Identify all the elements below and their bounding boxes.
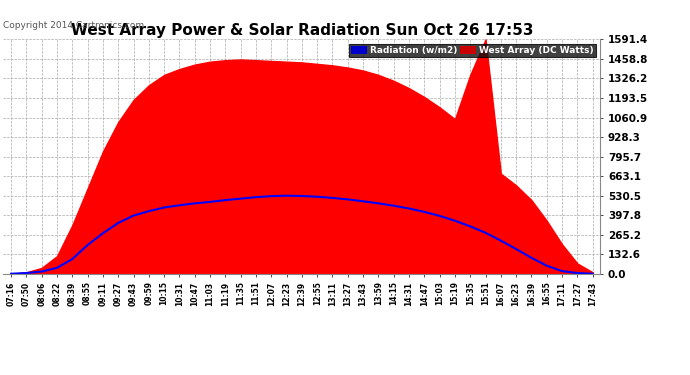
Text: Copyright 2014 Cartronics.com: Copyright 2014 Cartronics.com (3, 21, 145, 30)
Legend: Radiation (w/m2), West Array (DC Watts): Radiation (w/m2), West Array (DC Watts) (348, 44, 595, 57)
Title: West Array Power & Solar Radiation Sun Oct 26 17:53: West Array Power & Solar Radiation Sun O… (70, 23, 533, 38)
